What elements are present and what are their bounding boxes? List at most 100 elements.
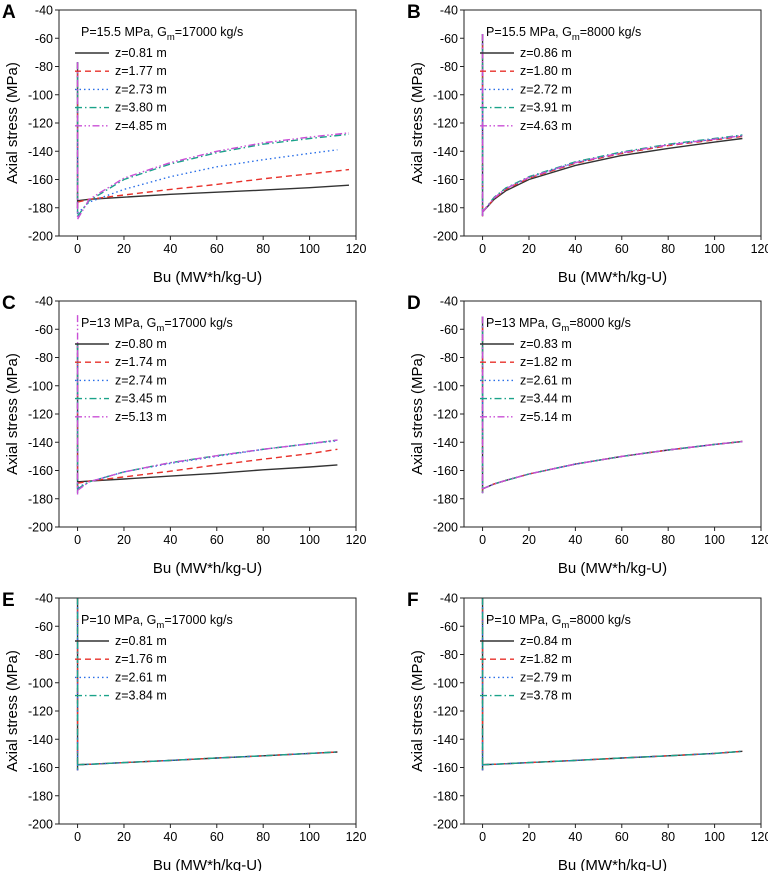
x-axis-title: Bu (MW*h/kg-U)	[153, 857, 262, 871]
y-tick-label: -80	[440, 351, 458, 365]
panel-e: E 0 20 40 60 80 100 120 -40 -60 -80 -100 -120 -140 -16…	[2, 590, 366, 871]
plot-frame	[463, 9, 762, 237]
x-axis-title: Bu (MW*h/kg-U)	[153, 269, 262, 286]
legend-label: z=2.72 m	[520, 82, 572, 96]
x-tick-label: 120	[346, 242, 367, 256]
legend-title-subscript: m	[156, 620, 164, 631]
y-tick-label: -100	[433, 379, 458, 393]
y-tick-label: -120	[28, 705, 53, 719]
x-tick-label: 120	[751, 242, 768, 256]
legend-title-text: =8000 kg/s	[569, 613, 631, 627]
legend-title-subscript: m	[167, 32, 175, 43]
legend-label: z=1.76 m	[115, 652, 167, 666]
plot-frame	[463, 597, 762, 825]
y-tick-label: -200	[28, 230, 53, 244]
legend-title-text: =17000 kg/s	[164, 613, 232, 627]
y-tick-label: -120	[433, 705, 458, 719]
panel-f: F 0 20 40 60 80 100 120 -40 -60 -80 -100 -120 -140 -16…	[407, 590, 768, 871]
y-tick-label: -180	[28, 201, 53, 215]
legend-label: z=0.81 m	[115, 634, 167, 648]
x-tick-label: 100	[299, 242, 320, 256]
y-tick-label: -160	[433, 173, 458, 187]
y-tick-label: -60	[440, 620, 458, 634]
x-tick-label: 20	[117, 533, 131, 547]
y-tick-label: -80	[35, 648, 53, 662]
x-tick-label: 80	[256, 533, 270, 547]
legend-title: P=10 MPa, Gm=17000 kg/s	[81, 613, 233, 631]
y-tick-label: -200	[433, 818, 458, 832]
y-tick-label: -120	[433, 408, 458, 422]
y-tick-label: -140	[28, 145, 53, 159]
y-tick-label: -140	[28, 733, 53, 747]
y-tick-label: -160	[433, 464, 458, 478]
series-line-5	[76, 132, 350, 220]
x-tick-label: 120	[346, 830, 367, 844]
legend-title-text: =8000 kg/s	[580, 25, 642, 39]
legend-label: z=5.13 m	[115, 410, 167, 424]
legend-title-subscript: m	[561, 323, 569, 334]
series-line-3	[482, 135, 743, 213]
legend-label: z=1.77 m	[115, 64, 167, 78]
x-tick-label: 40	[568, 533, 582, 547]
panel-c: C 0 20 40 60 80 100 120 -40 -60 -80 -100 -120 -140 -16…	[2, 293, 366, 577]
y-tick-label: -120	[433, 117, 458, 131]
x-axis-title: Bu (MW*h/kg-U)	[558, 857, 667, 871]
y-tick-label: -80	[35, 351, 53, 365]
x-tick-label: 20	[117, 242, 131, 256]
y-tick-label: -100	[28, 379, 53, 393]
y-tick-label: -180	[433, 492, 458, 506]
legend-label: z=3.78 m	[520, 689, 572, 703]
legend-label: z=1.82 m	[520, 355, 572, 369]
panel-a: A 0 20 40 60 80 100 120 -40 -60 -80 -100 -120 -140 -16…	[2, 2, 366, 286]
series-line-3	[77, 149, 338, 214]
y-tick-label: -160	[433, 761, 458, 775]
y-tick-label: -180	[433, 789, 458, 803]
y-tick-label: -40	[440, 295, 458, 309]
series-line-5	[77, 439, 338, 491]
series-line-2	[482, 440, 743, 490]
legend-label: z=2.74 m	[115, 373, 167, 387]
x-tick-label: 100	[299, 830, 320, 844]
series-line-3	[482, 440, 743, 490]
x-axis-title: Bu (MW*h/kg-U)	[558, 269, 667, 286]
y-tick-label: -180	[28, 492, 53, 506]
y-tick-label: -40	[440, 4, 458, 18]
legend-label: z=0.86 m	[520, 46, 572, 60]
x-tick-label: 0	[74, 533, 81, 547]
legend-label: z=1.80 m	[520, 64, 572, 78]
y-tick-label: -100	[28, 88, 53, 102]
y-tick-label: -120	[28, 117, 53, 131]
x-tick-label: 0	[479, 830, 486, 844]
legend-title-text: =17000 kg/s	[164, 316, 232, 330]
panel-d: D 0 20 40 60 80 100 120 -40 -60 -80 -100 -120 -140 -16…	[407, 293, 768, 577]
y-axis-title: Axial stress (MPa)	[4, 62, 21, 184]
panel-letter: B	[407, 2, 421, 23]
legend-label: z=1.82 m	[520, 652, 572, 666]
y-axis-title: Axial stress (MPa)	[409, 353, 426, 475]
legend-title: P=13 MPa, Gm=8000 kg/s	[486, 316, 631, 334]
y-tick-label: -120	[28, 408, 53, 422]
legend-title-text: =17000 kg/s	[175, 25, 243, 39]
y-tick-label: -180	[433, 201, 458, 215]
legend-title: P=15.5 MPa, Gm=8000 kg/s	[486, 25, 641, 43]
legend-label: z=3.80 m	[115, 101, 167, 115]
legend-label: z=1.74 m	[115, 355, 167, 369]
series-line-2	[482, 750, 743, 766]
y-tick-label: -80	[35, 60, 53, 74]
panel-letter: D	[407, 293, 421, 314]
x-tick-label: 120	[751, 830, 768, 844]
y-tick-label: -40	[35, 592, 53, 606]
legend-title-text: P=15.5 MPa, G	[81, 25, 167, 39]
series-group	[76, 598, 338, 771]
x-tick-label: 80	[256, 242, 270, 256]
legend-title-text: P=10 MPa, G	[486, 613, 561, 627]
legend-label: z=2.61 m	[115, 670, 167, 684]
panel-letter: E	[2, 590, 15, 611]
legend-label: z=3.45 m	[115, 392, 167, 406]
legend-title-subscript: m	[572, 32, 580, 43]
series-line-5	[482, 135, 743, 213]
x-tick-label: 80	[661, 830, 675, 844]
y-tick-label: -40	[35, 4, 53, 18]
y-tick-label: -200	[433, 230, 458, 244]
panel-letter: F	[407, 590, 419, 611]
